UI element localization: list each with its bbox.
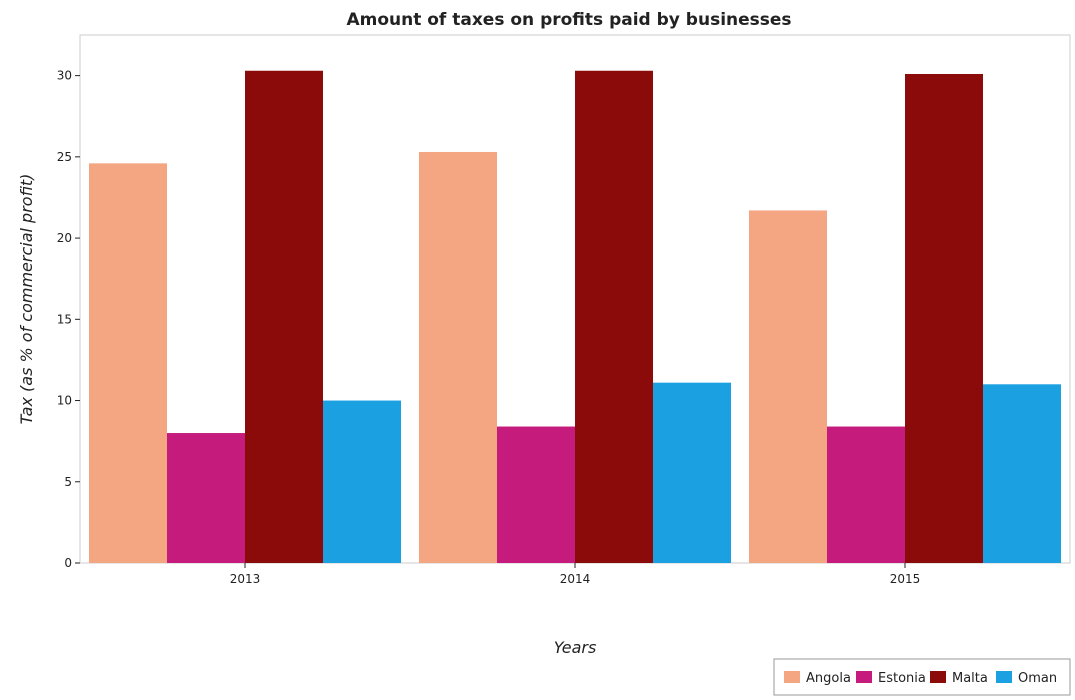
y-axis: 0 5 10 15 20 25 30: [57, 69, 80, 570]
bars-group: [89, 70, 1061, 564]
legend-swatch-malta: [930, 671, 946, 683]
bar-malta-2014: [575, 70, 653, 563]
legend-label-oman: Oman: [1018, 671, 1057, 686]
bar-angola-2014: [419, 151, 497, 564]
bar-angola-2013: [89, 163, 167, 564]
legend-label-malta: Malta: [952, 671, 988, 686]
y-tick-label: 0: [64, 556, 72, 570]
y-tick-label: 15: [57, 312, 72, 326]
legend-label-estonia: Estonia: [878, 671, 926, 686]
bar-estonia-2015: [827, 426, 905, 563]
bar-malta-2015: [905, 73, 983, 563]
bar-oman-2015: [983, 384, 1061, 563]
bar-angola-2015: [749, 210, 827, 563]
bar-oman-2014: [653, 382, 731, 563]
y-tick-label: 30: [57, 69, 72, 83]
bar-malta-2013: [245, 70, 323, 563]
x-tick-label: 2014: [560, 572, 591, 586]
chart-title: Amount of taxes on profits paid by busin…: [346, 10, 791, 30]
legend-swatch-estonia: [856, 671, 872, 683]
legend-swatch-oman: [996, 671, 1012, 683]
legend-swatch-angola: [784, 671, 800, 683]
y-axis-label: Tax (as % of commercial profit): [17, 174, 36, 425]
y-tick-label: 25: [57, 150, 72, 164]
legend-label-angola: Angola: [806, 671, 851, 686]
legend: Angola Estonia Malta Oman: [773, 658, 1071, 696]
x-tick-label: 2013: [230, 572, 261, 586]
x-tick-label: 2015: [890, 572, 921, 586]
y-tick-label: 20: [57, 231, 72, 245]
y-tick-label: 5: [64, 475, 72, 489]
y-tick-label: 10: [57, 394, 72, 408]
x-axis: 2013 2014 2015: [230, 563, 921, 586]
bar-estonia-2013: [167, 433, 245, 563]
bar-oman-2013: [323, 400, 401, 563]
legend-box: [773, 658, 1071, 696]
x-axis-label: Years: [554, 638, 597, 657]
bar-estonia-2014: [497, 426, 575, 563]
